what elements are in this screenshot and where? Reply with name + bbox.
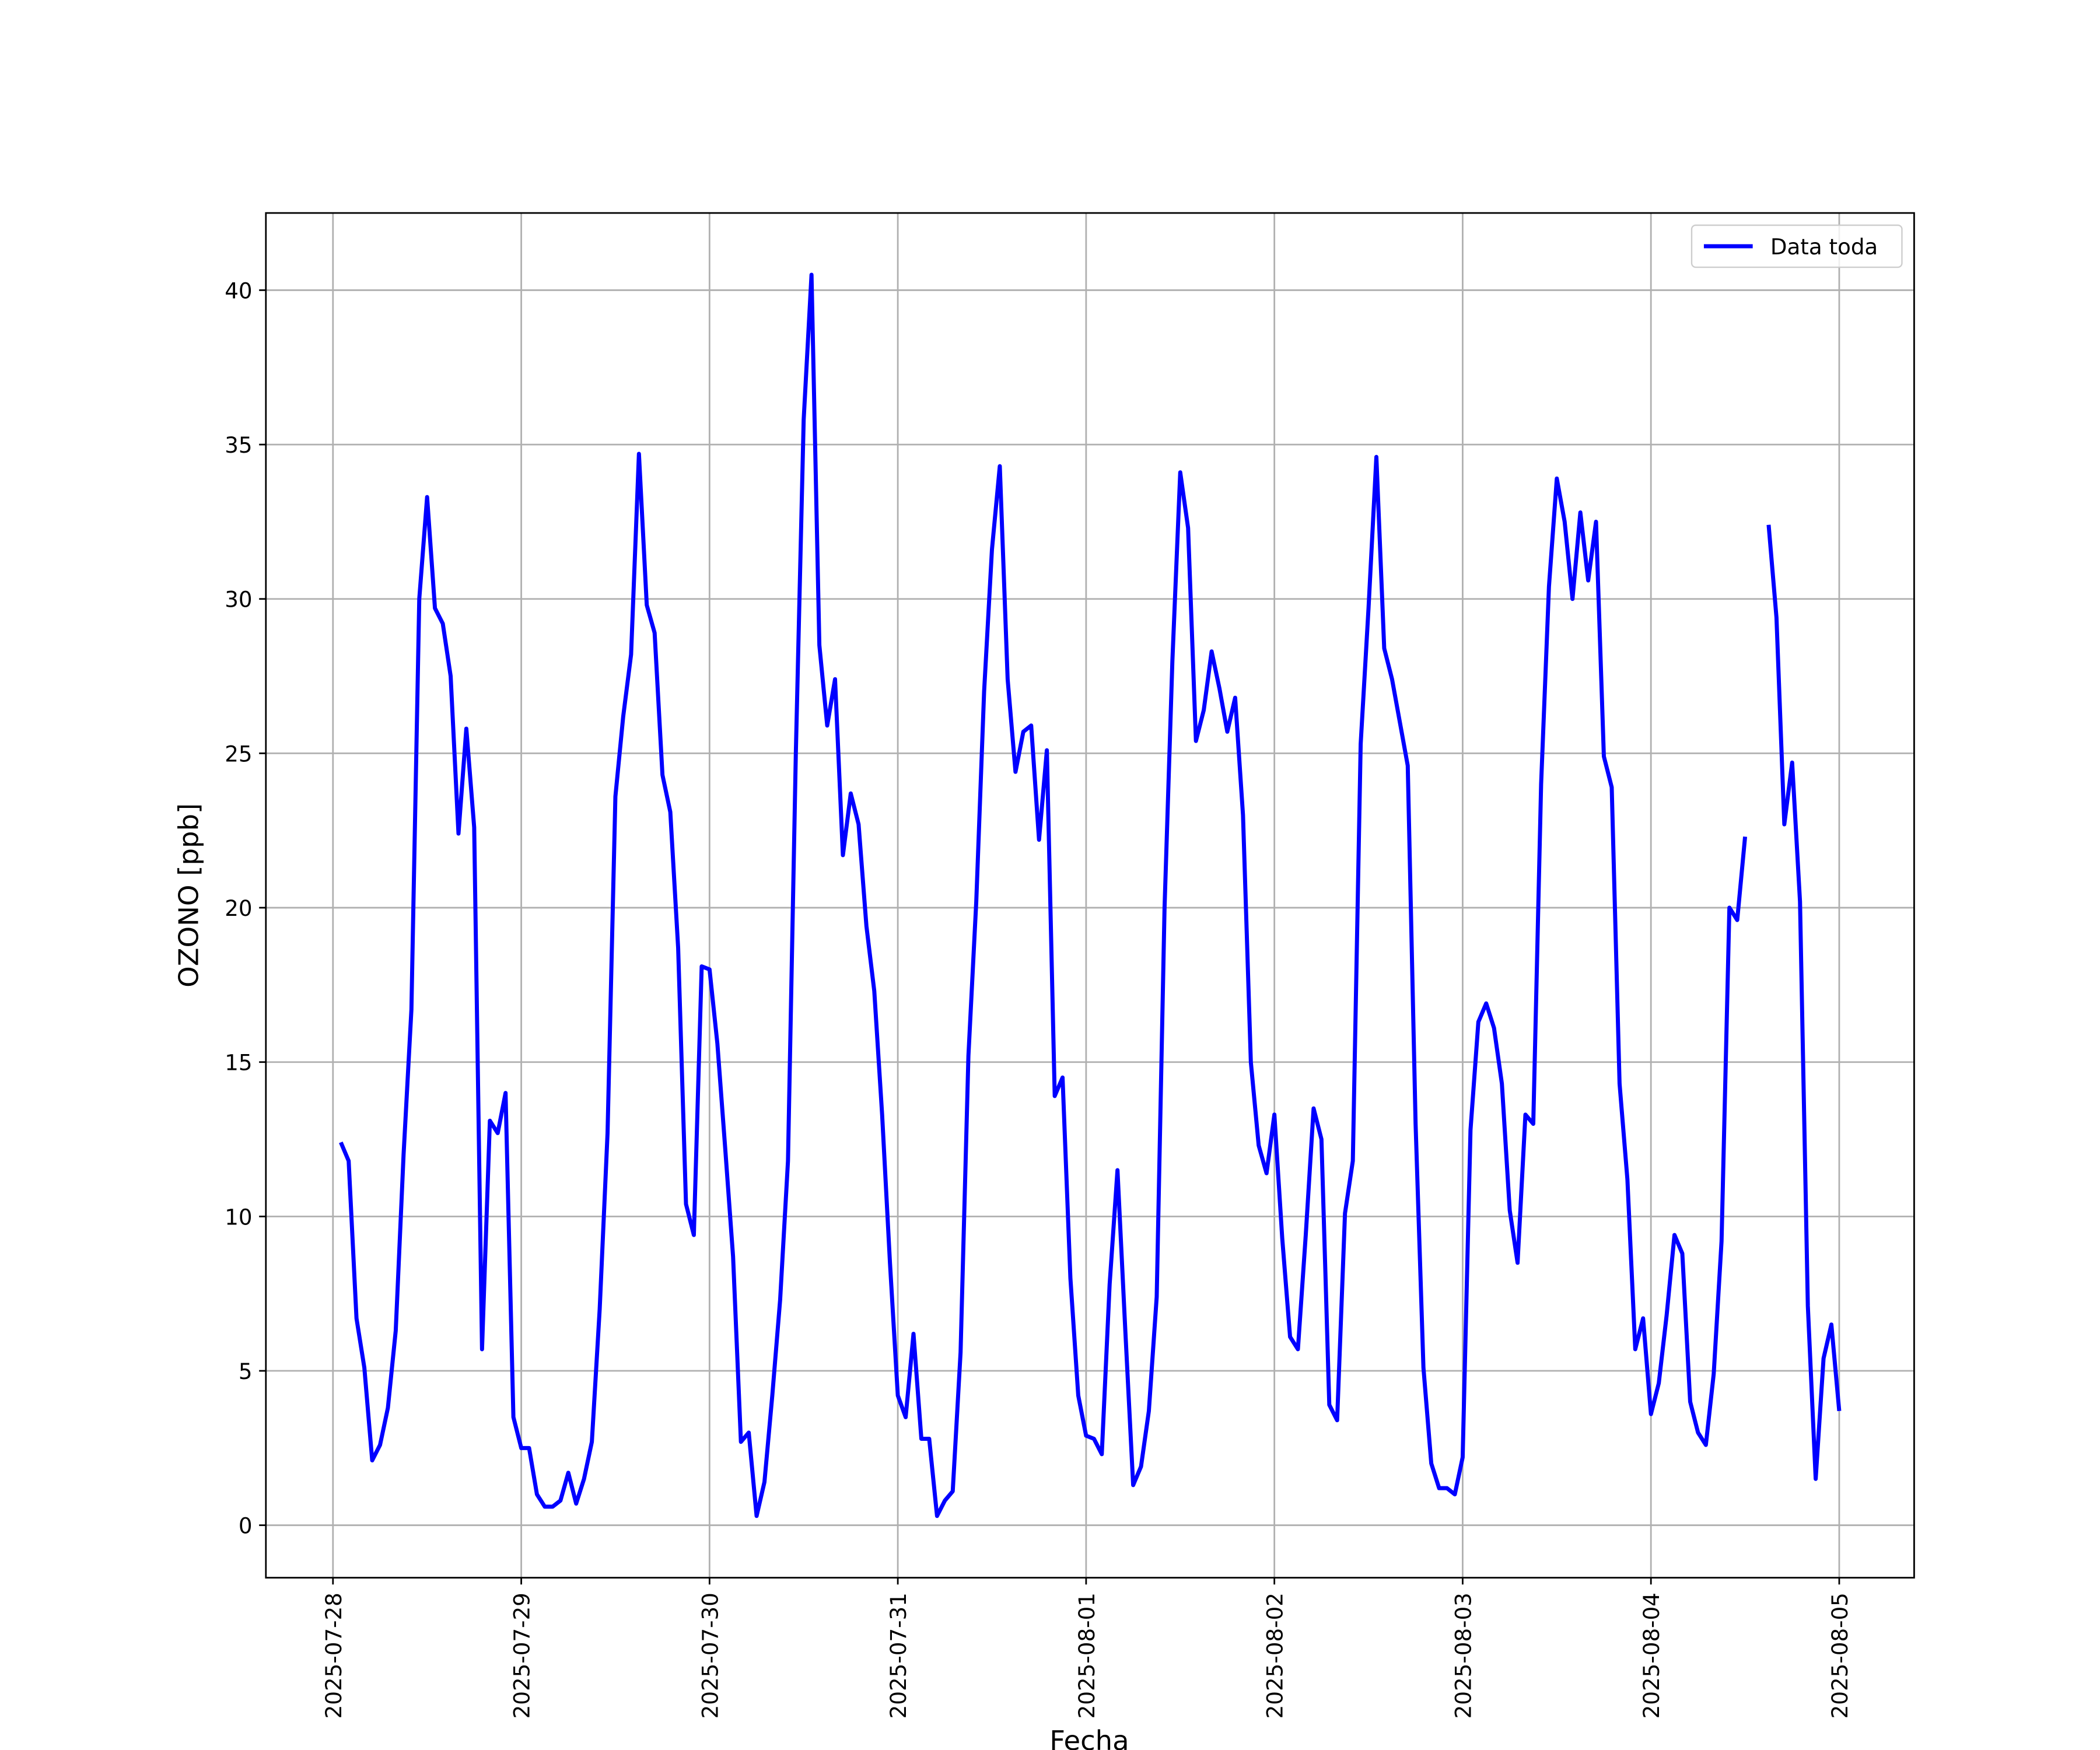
legend-box [1690,224,1903,268]
y-tick-label: 30 [225,587,252,612]
x-tick-label: 2025-07-29 [509,1592,535,1718]
legend-label: Data toda [1770,234,1878,260]
plot-frame [265,212,1915,1579]
y-tick-label: 40 [225,278,252,303]
x-tick-label: 2025-08-03 [1450,1592,1476,1718]
x-tick-label: 2025-08-04 [1639,1592,1664,1718]
y-tick-label: 20 [225,895,252,921]
y-tick-label: 0 [239,1513,253,1539]
x-tick-label: 2025-08-02 [1262,1592,1288,1718]
x-tick-label: 2025-07-31 [886,1592,911,1718]
y-tick-label: 15 [225,1050,252,1076]
x-tick-label: 2025-08-01 [1074,1592,1100,1718]
x-tick-label: 2025-07-28 [321,1592,346,1718]
x-tick-label: 2025-08-05 [1827,1592,1853,1718]
y-tick-label: 25 [225,741,252,766]
x-axis-label: Fecha [1049,1725,1129,1750]
y-tick-label: 10 [225,1204,252,1230]
y-tick-label: 5 [239,1359,253,1384]
data-line [339,272,1842,1518]
x-tick-label: 2025-07-30 [697,1592,723,1718]
y-tick-label: 35 [225,432,252,458]
y-axis-label: OZONO [ppb] [173,803,205,988]
